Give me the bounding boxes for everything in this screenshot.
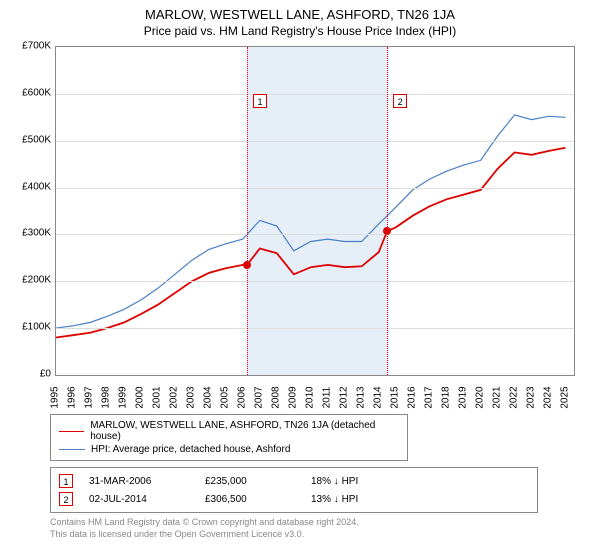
sales-table: 1 31-MAR-2006 £235,000 18% ↓ HPI 2 02-JUL-201… xyxy=(50,467,538,513)
gridline xyxy=(56,188,574,189)
x-tick-label: 2022 xyxy=(508,386,519,408)
legend-swatch xyxy=(59,431,84,432)
sale-point xyxy=(383,227,391,235)
sale-vline xyxy=(247,47,248,375)
x-tick-label: 1995 xyxy=(50,386,61,408)
sale-date: 31-MAR-2006 xyxy=(79,476,199,487)
sale-date: 02-JUL-2014 xyxy=(79,494,199,505)
x-tick-label: 2004 xyxy=(202,386,213,408)
x-tick-label: 2016 xyxy=(406,386,417,408)
sale-point xyxy=(243,261,251,269)
x-tick-label: 2008 xyxy=(270,386,281,408)
footer-line-1: Contains HM Land Registry data © Crown c… xyxy=(50,517,590,529)
y-tick-label: £400K xyxy=(15,181,51,192)
x-tick-label: 2002 xyxy=(168,386,179,408)
x-tick-label: 2000 xyxy=(134,386,145,408)
x-tick-label: 2001 xyxy=(151,386,162,408)
x-tick-label: 2019 xyxy=(457,386,468,408)
x-tick-label: 1996 xyxy=(66,386,77,408)
x-tick-label: 1998 xyxy=(100,386,111,408)
x-tick-label: 2010 xyxy=(304,386,315,408)
chart-subtitle: Price paid vs. HM Land Registry's House … xyxy=(10,24,590,38)
legend-swatch xyxy=(59,449,85,450)
x-tick-label: 2023 xyxy=(525,386,536,408)
series-line xyxy=(56,115,566,328)
legend-label: MARLOW, WESTWELL LANE, ASHFORD, TN26 1JA… xyxy=(90,420,399,442)
gridline xyxy=(56,234,574,235)
y-tick-label: £600K xyxy=(15,87,51,98)
gridline xyxy=(56,94,574,95)
footer-line-2: This data is licensed under the Open Gov… xyxy=(50,529,590,541)
footer-attribution: Contains HM Land Registry data © Crown c… xyxy=(50,517,590,540)
sale-price: £235,000 xyxy=(205,476,305,487)
plot-region: 12 xyxy=(55,46,575,376)
sale-price: £306,500 xyxy=(205,494,305,505)
sale-row-marker: 2 xyxy=(59,492,73,506)
legend-label: HPI: Average price, detached house, Ashf… xyxy=(91,444,290,455)
legend-row: MARLOW, WESTWELL LANE, ASHFORD, TN26 1JA… xyxy=(59,419,399,443)
sale-vline xyxy=(387,47,388,375)
x-tick-label: 2017 xyxy=(423,386,434,408)
chart-area: 12 £0£100K£200K£300K£400K£500K£600K£700K… xyxy=(15,46,585,408)
sale-row: 2 02-JUL-2014 £306,500 13% ↓ HPI xyxy=(59,490,529,508)
sale-marker-box: 2 xyxy=(393,94,407,108)
chart-lines xyxy=(56,47,574,375)
sale-hpi: 18% ↓ HPI xyxy=(311,476,411,487)
sale-marker-box: 1 xyxy=(253,94,267,108)
y-tick-label: £300K xyxy=(15,228,51,239)
x-tick-label: 2009 xyxy=(287,386,298,408)
y-tick-label: £100K xyxy=(15,322,51,333)
series-line xyxy=(56,148,566,338)
x-tick-label: 2021 xyxy=(491,386,502,408)
y-tick-label: £700K xyxy=(15,41,51,52)
x-tick-label: 2006 xyxy=(236,386,247,408)
x-tick-label: 2024 xyxy=(542,386,553,408)
legend-row: HPI: Average price, detached house, Ashf… xyxy=(59,443,399,456)
x-tick-label: 2015 xyxy=(389,386,400,408)
sale-hpi: 13% ↓ HPI xyxy=(311,494,411,505)
y-tick-label: £0 xyxy=(15,369,51,380)
y-tick-label: £200K xyxy=(15,275,51,286)
sale-row-marker: 1 xyxy=(59,474,73,488)
x-tick-label: 1999 xyxy=(117,386,128,408)
chart-title: MARLOW, WESTWELL LANE, ASHFORD, TN26 1JA xyxy=(10,7,590,22)
x-tick-label: 2013 xyxy=(355,386,366,408)
legend: MARLOW, WESTWELL LANE, ASHFORD, TN26 1JA… xyxy=(50,414,408,461)
x-tick-label: 1997 xyxy=(83,386,94,408)
x-tick-label: 2007 xyxy=(253,386,264,408)
gridline xyxy=(56,328,574,329)
x-tick-label: 2011 xyxy=(321,387,332,409)
gridline xyxy=(56,141,574,142)
gridline xyxy=(56,281,574,282)
x-tick-label: 2025 xyxy=(559,386,570,408)
x-tick-label: 2012 xyxy=(338,386,349,408)
y-tick-label: £500K xyxy=(15,134,51,145)
x-tick-label: 2005 xyxy=(219,386,230,408)
x-tick-label: 2020 xyxy=(474,386,485,408)
x-tick-label: 2018 xyxy=(440,386,451,408)
sale-row: 1 31-MAR-2006 £235,000 18% ↓ HPI xyxy=(59,472,529,490)
x-tick-label: 2003 xyxy=(185,386,196,408)
x-tick-label: 2014 xyxy=(372,386,383,408)
